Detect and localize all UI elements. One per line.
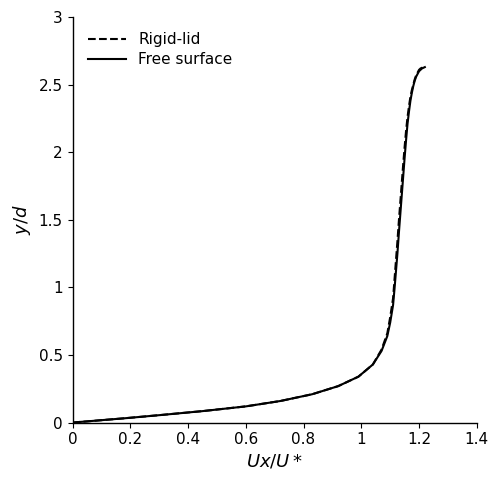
Free surface [413, 74, 419, 80]
Legend: Rigid-lid, Free surface: Rigid-lid, Free surface [80, 25, 240, 75]
Free surface [400, 174, 406, 179]
Rigid-lid [370, 362, 376, 367]
Rigid-lid [384, 331, 390, 336]
Rigid-lid [400, 161, 406, 167]
X-axis label: $Ux/U*$: $Ux/U*$ [246, 453, 303, 471]
Rigid-lid [409, 87, 415, 93]
Free surface [422, 64, 428, 70]
Free surface [84, 418, 90, 424]
Free surface [403, 137, 409, 143]
Free surface [384, 333, 390, 339]
Rigid-lid [122, 415, 128, 421]
Rigid-lid [394, 239, 400, 244]
Rigid-lid [392, 277, 398, 282]
Rigid-lid [408, 94, 414, 100]
Rigid-lid [413, 72, 419, 78]
Free surface [243, 403, 249, 409]
Rigid-lid [422, 64, 428, 69]
Free surface [402, 155, 407, 161]
Free surface [409, 90, 415, 96]
Y-axis label: $y/d$: $y/d$ [11, 204, 33, 235]
Rigid-lid [410, 82, 416, 88]
Free surface [416, 68, 422, 74]
Free surface [398, 193, 404, 199]
Free surface [76, 419, 82, 425]
Rigid-lid [393, 257, 399, 263]
Free surface [396, 230, 402, 236]
Rigid-lid [416, 67, 422, 73]
Line: Free surface: Free surface [72, 67, 425, 423]
Rigid-lid [84, 418, 90, 424]
Free surface [406, 109, 412, 115]
Rigid-lid [412, 76, 418, 82]
Rigid-lid [419, 65, 425, 71]
Rigid-lid [404, 114, 410, 120]
Rigid-lid [390, 295, 396, 301]
Free surface [378, 348, 384, 354]
Rigid-lid [402, 144, 407, 150]
Free surface [356, 374, 362, 379]
Free surface [392, 286, 398, 292]
Rigid-lid [200, 408, 205, 414]
Rigid-lid [403, 128, 409, 134]
Free surface [390, 302, 396, 308]
Rigid-lid [156, 412, 162, 418]
Free surface [387, 320, 393, 325]
Rigid-lid [98, 417, 104, 423]
Rigid-lid [243, 403, 249, 409]
Free surface [398, 212, 404, 217]
Free surface [418, 67, 424, 73]
Free surface [420, 65, 426, 71]
Free surface [419, 66, 425, 71]
Free surface [156, 412, 162, 418]
Rigid-lid [378, 347, 384, 352]
Free surface [408, 98, 414, 104]
Free surface [98, 417, 104, 423]
Free surface [393, 268, 399, 274]
Free surface [122, 415, 128, 421]
Rigid-lid [420, 64, 426, 70]
Rigid-lid [70, 420, 75, 426]
Rigid-lid [278, 398, 283, 404]
Rigid-lid [398, 200, 404, 205]
Rigid-lid [414, 69, 420, 75]
Free surface [404, 121, 410, 127]
Free surface [335, 383, 341, 389]
Line: Rigid-lid: Rigid-lid [72, 67, 425, 423]
Free surface [412, 78, 418, 83]
Rigid-lid [76, 419, 82, 425]
Free surface [70, 420, 75, 426]
Rigid-lid [309, 391, 315, 397]
Rigid-lid [356, 374, 362, 379]
Free surface [410, 83, 416, 89]
Free surface [414, 71, 420, 77]
Rigid-lid [396, 218, 402, 224]
Free surface [309, 391, 315, 397]
Rigid-lid [335, 383, 341, 389]
Free surface [278, 398, 283, 404]
Rigid-lid [418, 66, 424, 71]
Free surface [370, 362, 376, 367]
Rigid-lid [406, 104, 412, 109]
Rigid-lid [398, 180, 404, 186]
Free surface [200, 408, 205, 414]
Rigid-lid [387, 314, 393, 320]
Free surface [394, 251, 400, 256]
